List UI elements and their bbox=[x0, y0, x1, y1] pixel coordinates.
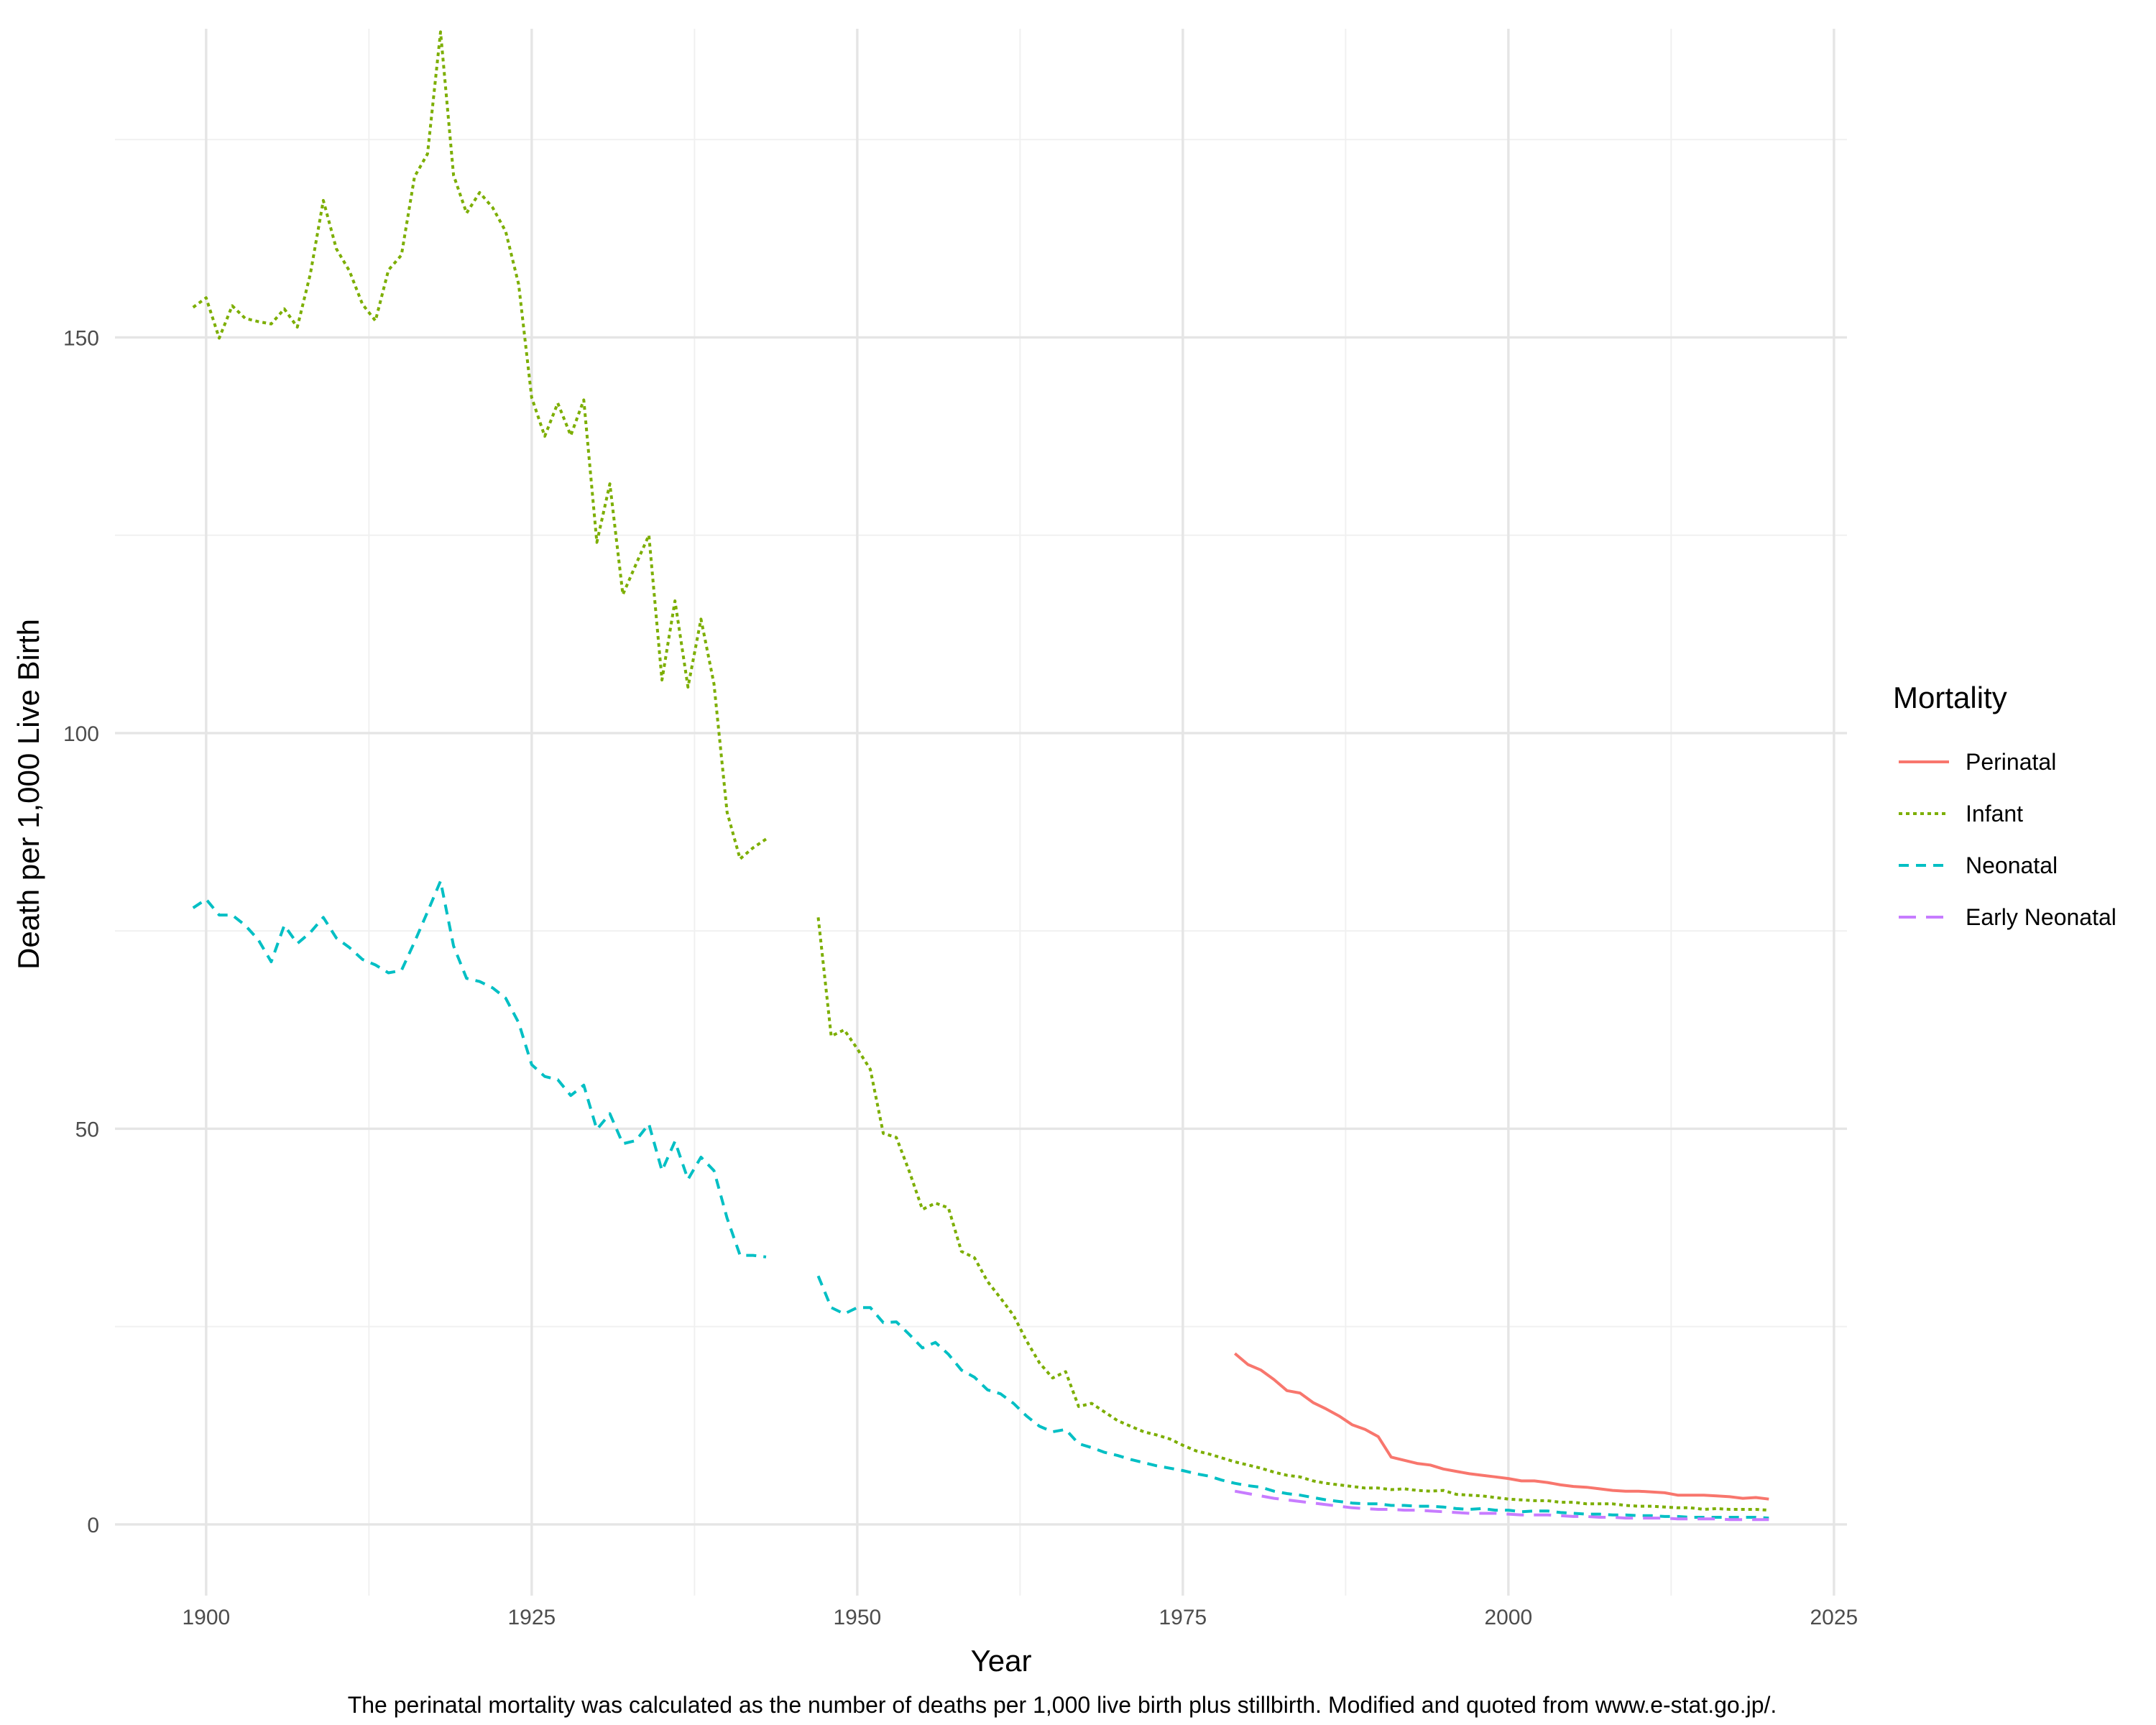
series-line-neonatal bbox=[816, 1275, 1769, 1520]
legend-items: Perinatal Infant Neonatal Early Neonatal bbox=[1899, 749, 2116, 930]
series-line-infant bbox=[192, 30, 768, 860]
series-lines bbox=[192, 30, 1769, 1522]
x-tick-label: 1900 bbox=[182, 1606, 230, 1629]
tick-labels: 1900 1925 1950 1975 2000 2025 0 50 100 150 bbox=[63, 326, 1858, 1629]
series-line-early-neonatal bbox=[1234, 1489, 1769, 1522]
legend-label: Neonatal bbox=[1966, 852, 2058, 878]
y-axis-title: Death per 1,000 Live Birth bbox=[11, 619, 45, 970]
legend-item-neonatal: Neonatal bbox=[1899, 852, 2058, 878]
y-tick-label: 150 bbox=[63, 326, 99, 350]
series-line-neonatal bbox=[192, 879, 767, 1259]
grid bbox=[115, 29, 1847, 1596]
x-tick-label: 2000 bbox=[1484, 1606, 1532, 1629]
legend-item-perinatal: Perinatal bbox=[1899, 749, 2056, 775]
y-tick-label: 100 bbox=[63, 722, 99, 746]
x-tick-label: 1925 bbox=[507, 1606, 556, 1629]
x-tick-label: 2025 bbox=[1810, 1606, 1858, 1629]
chart-caption: The perinatal mortality was calculated a… bbox=[348, 1692, 1777, 1718]
x-axis-title: Year bbox=[971, 1644, 1032, 1678]
legend: Mortality Perinatal Infant Neonatal Early N… bbox=[1893, 681, 2116, 930]
legend-label: Infant bbox=[1966, 801, 2023, 827]
legend-item-infant: Infant bbox=[1899, 801, 2023, 827]
legend-label: Perinatal bbox=[1966, 749, 2056, 775]
legend-title: Mortality bbox=[1893, 681, 2007, 714]
legend-label: Early Neonatal bbox=[1966, 904, 2116, 930]
series-line-perinatal bbox=[1234, 1352, 1769, 1501]
x-tick-label: 1950 bbox=[833, 1606, 881, 1629]
x-tick-label: 1975 bbox=[1158, 1606, 1207, 1629]
y-tick-label: 0 bbox=[87, 1514, 99, 1537]
legend-item-early-neonatal: Early Neonatal bbox=[1899, 904, 2116, 930]
series-line-infant bbox=[816, 917, 1769, 1512]
y-tick-label: 50 bbox=[75, 1118, 99, 1141]
